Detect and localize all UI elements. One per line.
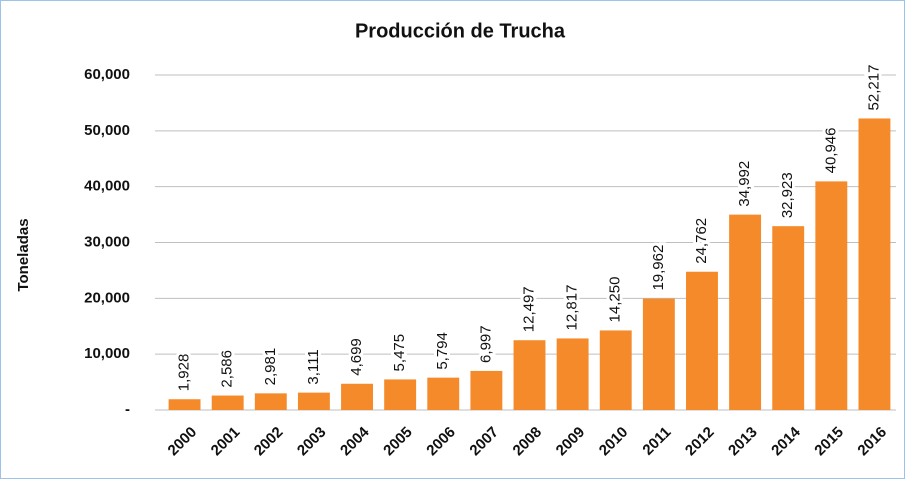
x-tick-label: 2013 [725, 424, 761, 460]
bar [815, 181, 848, 410]
bar [297, 392, 330, 410]
bar [599, 330, 632, 410]
bar [729, 214, 762, 410]
x-tick-label: 2006 [423, 424, 459, 460]
bar [686, 271, 718, 410]
bar [772, 226, 805, 410]
x-tick-label: 2016 [854, 424, 890, 460]
value-label: 12,817 [564, 285, 581, 331]
value-label: 3,111 [305, 349, 322, 384]
y-axis-label: Toneladas [15, 218, 32, 291]
bar [168, 399, 201, 410]
x-tick-label: 2002 [251, 424, 287, 460]
bar [642, 298, 675, 410]
bar [254, 393, 287, 410]
y-tick-label: 60,000 [84, 66, 130, 83]
value-label: 2,981 [262, 348, 279, 386]
value-label: 12,497 [520, 286, 537, 332]
bar [384, 379, 417, 410]
bar [513, 340, 546, 410]
x-tick-label: 2011 [639, 424, 674, 459]
y-tick-label: 20,000 [84, 289, 130, 306]
chart-title: Producción de Trucha [355, 20, 566, 42]
x-tick-label: 2015 [811, 424, 847, 460]
bar [211, 395, 244, 410]
value-label: 2,586 [219, 350, 236, 388]
value-label: 1,928 [176, 354, 193, 392]
y-tick-label: 10,000 [84, 345, 130, 362]
bar [470, 370, 503, 410]
value-label: 14,250 [607, 277, 624, 323]
y-tick-label: - [125, 401, 130, 418]
bar [858, 118, 891, 411]
x-tick-label: 2010 [596, 424, 632, 460]
value-label: 6,997 [477, 325, 494, 363]
value-label: 19,962 [650, 245, 667, 291]
x-tick-label: 2008 [510, 424, 546, 460]
value-label: 32,923 [779, 172, 796, 218]
x-tick-label: 2003 [294, 424, 330, 460]
value-label: 34,992 [736, 161, 753, 207]
value-label: 52,217 [865, 65, 882, 111]
bar [341, 383, 373, 410]
value-label: 40,946 [822, 127, 839, 173]
y-tick-label: 40,000 [84, 178, 130, 195]
x-tick-label: 2007 [466, 424, 502, 460]
x-tick-label: 2000 [165, 424, 201, 460]
x-tick-label: 2001 [208, 424, 244, 460]
x-tick-label: 2012 [682, 424, 718, 460]
x-tick-label: 2014 [768, 423, 804, 459]
value-label: 4,699 [348, 338, 365, 376]
value-label: 5,475 [391, 334, 408, 372]
y-tick-label: 50,000 [84, 122, 130, 139]
y-tick-label: 30,000 [84, 233, 130, 250]
bar [556, 338, 589, 410]
x-tick-label: 2005 [380, 424, 416, 460]
x-tick-label: 2009 [553, 424, 589, 460]
x-tick-label: 2004 [337, 423, 373, 459]
bar [427, 377, 460, 410]
value-label: 24,762 [693, 218, 710, 264]
value-label: 5,794 [434, 332, 451, 370]
